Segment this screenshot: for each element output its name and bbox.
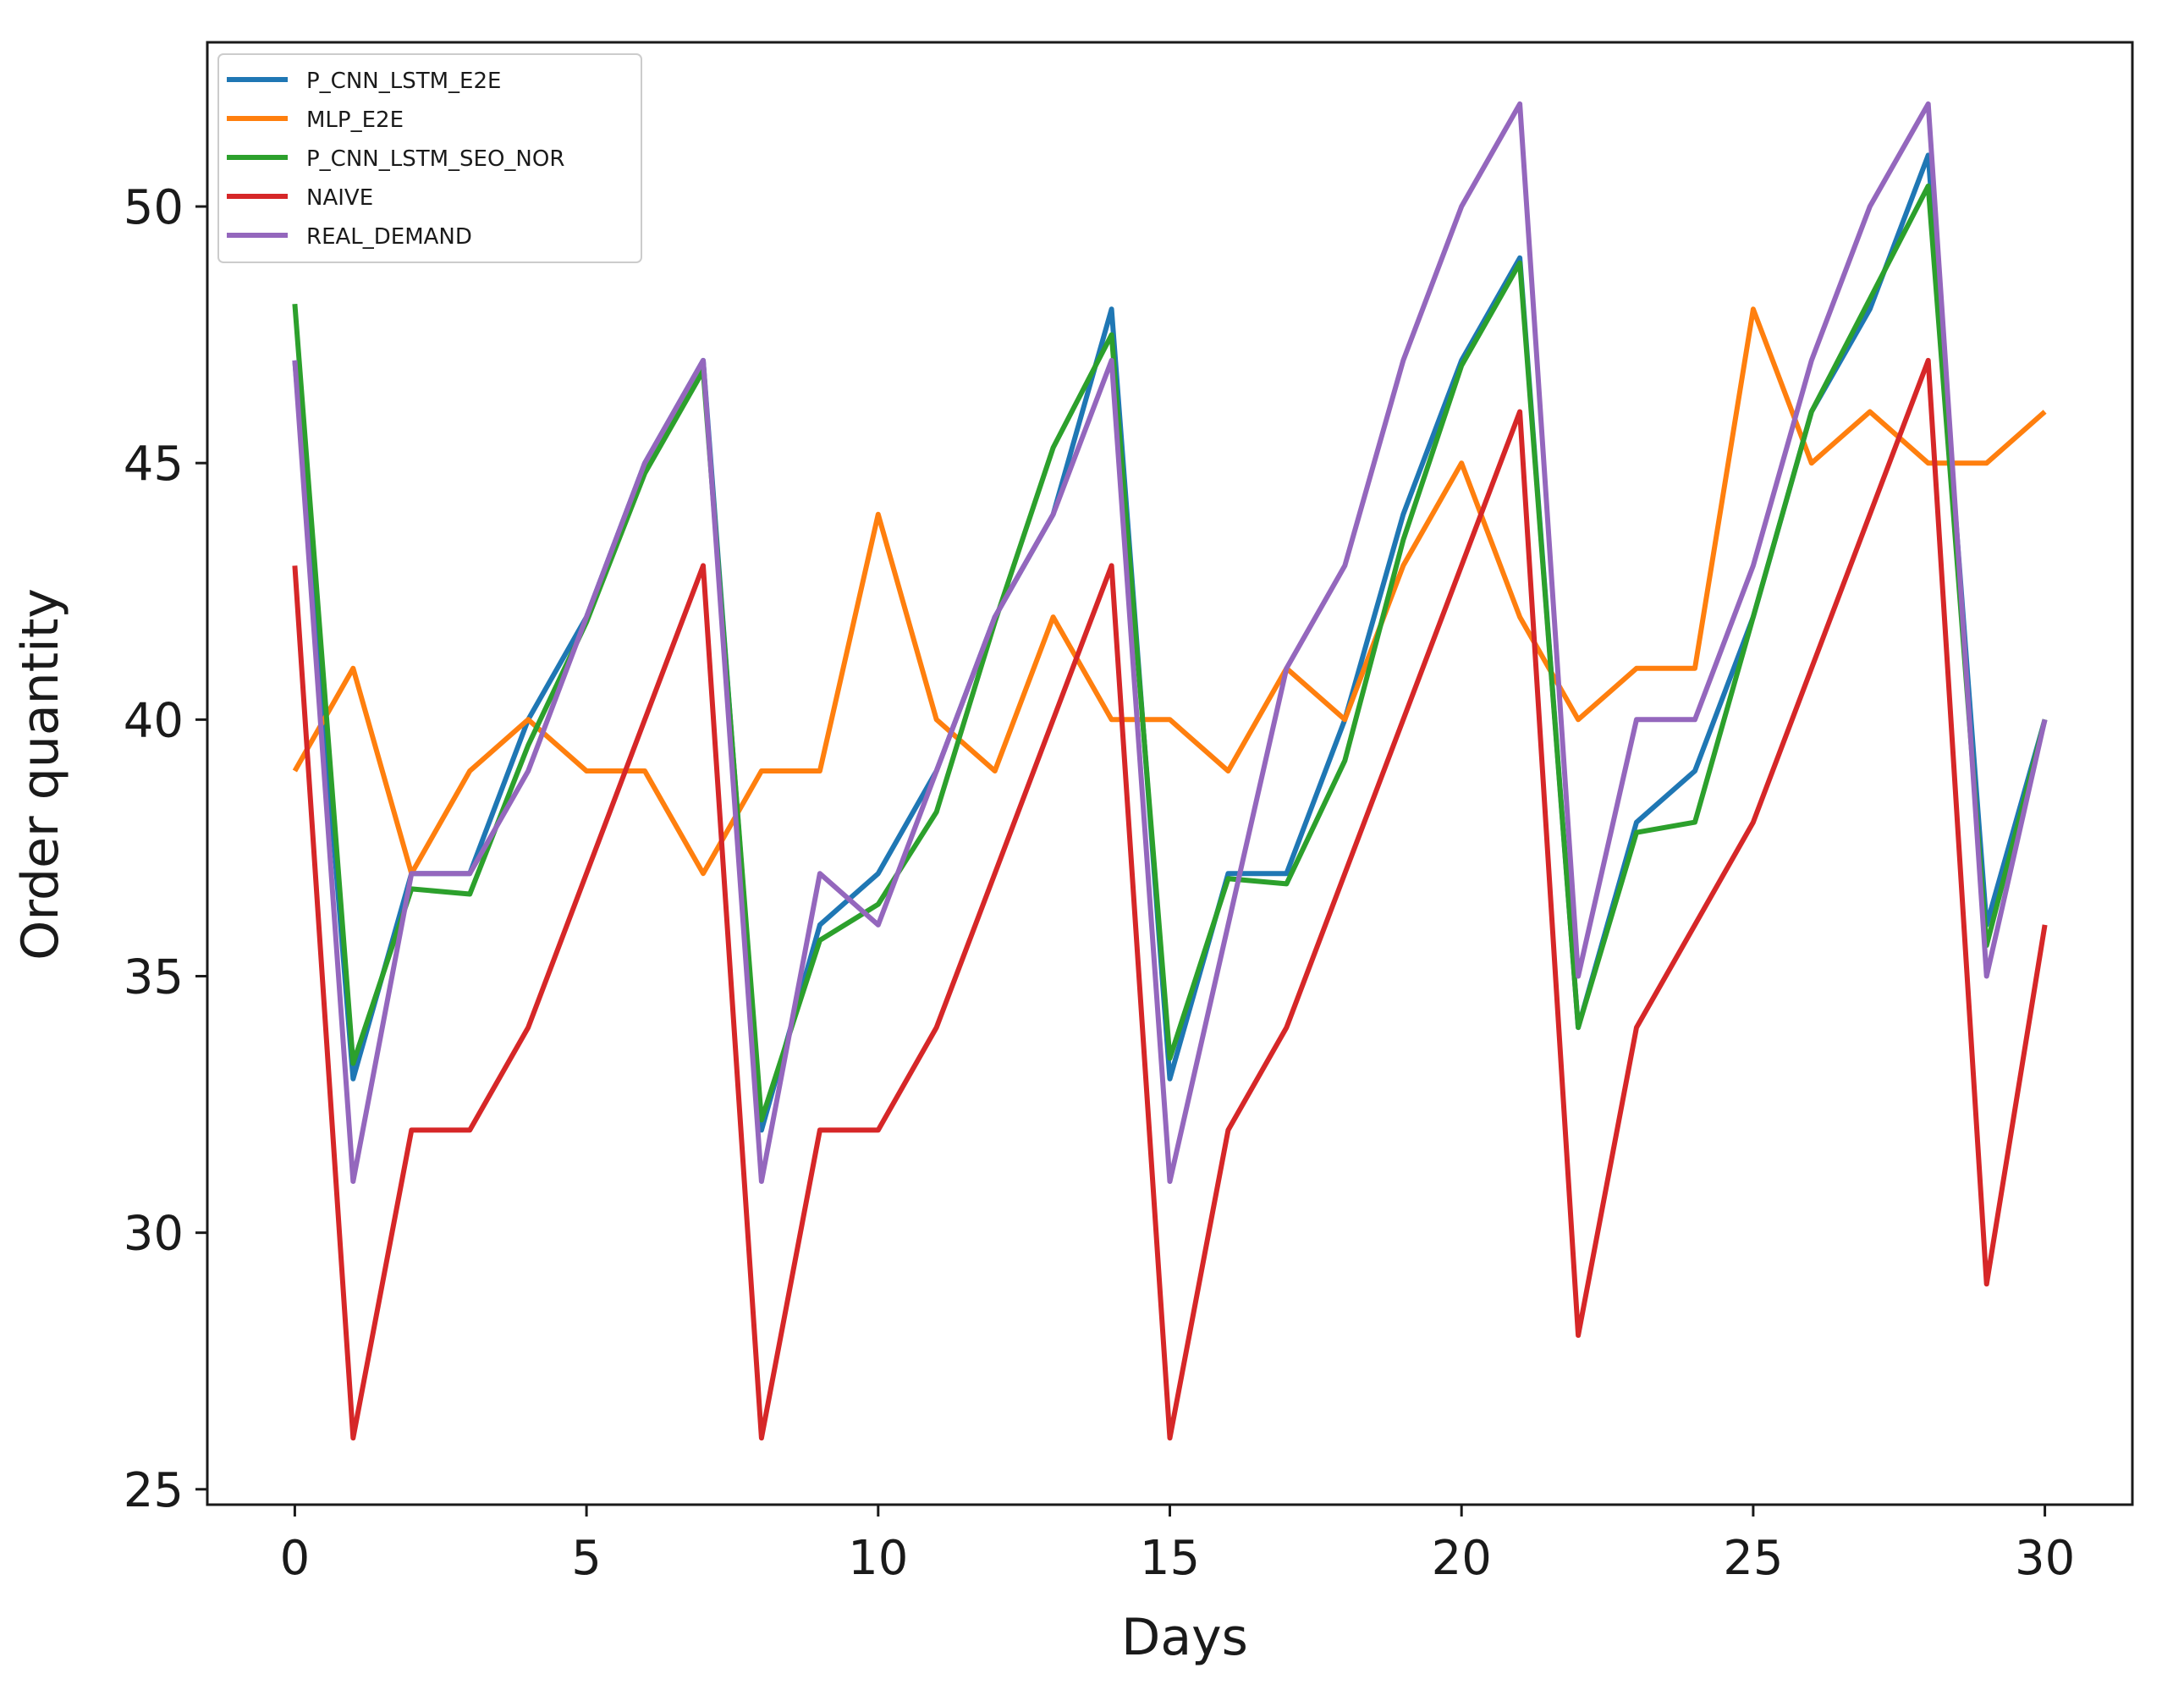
series-line-real-demand <box>292 101 2048 1184</box>
legend-box <box>217 53 642 263</box>
legend-label: NAIVE <box>306 185 373 211</box>
x-tick-label: 10 <box>848 1531 908 1586</box>
x-tick-label: 15 <box>1140 1531 1200 1586</box>
x-tick-label: 20 <box>1432 1531 1492 1586</box>
y-tick-label: 30 <box>124 1207 184 1262</box>
legend-label: P_CNN_LSTM_E2E <box>306 69 501 94</box>
y-axis-label: Order quantity <box>11 588 70 961</box>
y-tick-label: 40 <box>124 693 184 748</box>
y-tick-label: 25 <box>124 1463 184 1518</box>
y-tick-label: 50 <box>124 180 184 235</box>
x-tick-label: 0 <box>280 1531 311 1586</box>
y-tick-label: 45 <box>124 437 184 492</box>
x-axis-label: Days <box>1121 1608 1248 1667</box>
legend-label: P_CNN_LSTM_SEO_NOR <box>306 146 564 172</box>
legend-label: REAL_DEMAND <box>306 224 472 250</box>
series-line-naive <box>292 357 2048 1441</box>
y-tick-label: 35 <box>124 950 184 1005</box>
x-tick-label: 25 <box>1723 1531 1783 1586</box>
x-tick-label: 30 <box>2015 1531 2075 1586</box>
series-line-mlp-e2e <box>292 306 2047 877</box>
x-axis-ticks: 0 5 10 15 20 25 30 <box>280 1505 2075 1586</box>
x-tick-label: 5 <box>571 1531 602 1586</box>
y-axis-ticks: 25 30 35 40 45 50 <box>124 180 207 1518</box>
legend-label: MLP_E2E <box>306 107 404 133</box>
series-lines <box>292 101 2048 1441</box>
legend: P_CNN_LSTM_E2E MLP_E2E P_CNN_LSTM_SEO_NOR N… <box>217 53 642 263</box>
